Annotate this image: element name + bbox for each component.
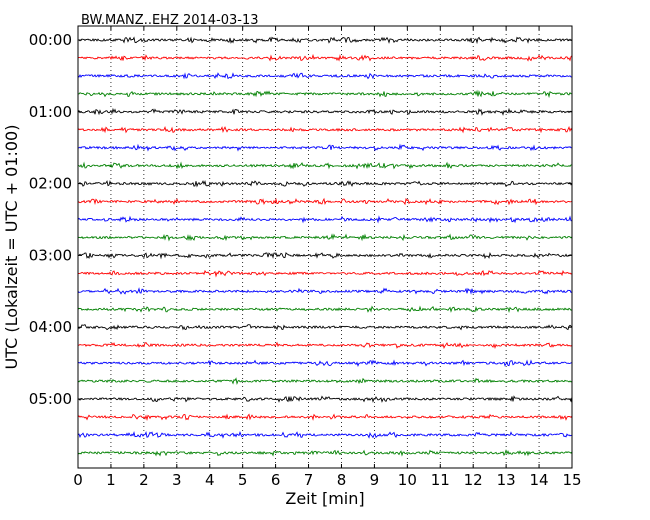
x-tick-label: 11 — [431, 471, 450, 489]
y-tick-label: 01:00 — [29, 103, 72, 121]
seismogram-trace — [77, 305, 573, 313]
x-tick-label: 13 — [497, 471, 516, 489]
seismogram-trace — [77, 107, 573, 116]
seismogram-trace — [77, 324, 573, 331]
x-tick-label: 14 — [530, 471, 549, 489]
seismogram-trace — [78, 36, 573, 45]
seismogram-trace — [77, 252, 573, 260]
seismogram-trace — [77, 395, 573, 403]
x-tick-label: 4 — [205, 471, 215, 489]
x-tick-label: 7 — [304, 471, 314, 489]
y-tick-label: 05:00 — [29, 390, 72, 408]
seismogram-trace — [77, 89, 573, 99]
y-tick-label: 03:00 — [29, 246, 72, 264]
x-tick-label: 9 — [370, 471, 380, 489]
x-tick-label: 10 — [398, 471, 417, 489]
x-tick-label: 6 — [271, 471, 281, 489]
x-axis: 0 1 2 3 4 5 6 7 8 9 10 11 12 13 14 15 — [73, 26, 582, 489]
seismogram-trace — [77, 179, 573, 188]
y-axis: 00:00 01:00 02:00 03:00 04:00 05:00 — [29, 31, 572, 408]
x-axis-label: Zeit [min] — [285, 489, 364, 508]
seismogram-trace — [77, 341, 573, 350]
seismogram-trace — [77, 449, 573, 457]
y-tick-label: 00:00 — [29, 31, 72, 49]
seismogram-trace — [77, 377, 573, 385]
y-tick-label: 04:00 — [29, 318, 72, 336]
x-tick-label: 3 — [172, 471, 182, 489]
y-tick-label: 02:00 — [29, 175, 72, 193]
seismogram-trace — [77, 53, 573, 62]
seismogram-trace — [77, 125, 573, 134]
seismogram-trace — [77, 161, 573, 170]
seismogram-trace — [77, 197, 573, 206]
x-tick-label: 12 — [464, 471, 483, 489]
plot-frame — [77, 25, 573, 469]
seismogram-trace — [77, 287, 573, 295]
seismogram-trace — [77, 233, 573, 242]
seismogram-trace — [77, 72, 573, 80]
seismogram-trace — [77, 359, 573, 367]
x-tick-label: 5 — [238, 471, 248, 489]
x-tick-label: 2 — [139, 471, 149, 489]
trace-layer — [77, 36, 573, 457]
seismogram-trace — [77, 269, 573, 278]
x-tick-label: 8 — [337, 471, 347, 489]
chart-title: BW.MANZ..EHZ 2014-03-13 — [81, 13, 259, 28]
x-tick-label: 1 — [106, 471, 116, 489]
x-tick-label: 0 — [73, 471, 83, 489]
grid-layer — [110, 26, 540, 468]
y-axis-label: UTC (Lokalzeit = UTC + 01:00) — [2, 125, 21, 370]
seismogram-trace — [77, 143, 573, 152]
seismogram-trace — [77, 430, 573, 439]
x-tick-label: 15 — [562, 471, 581, 489]
seismogram-trace — [77, 413, 573, 422]
seismogram-trace — [77, 215, 573, 224]
